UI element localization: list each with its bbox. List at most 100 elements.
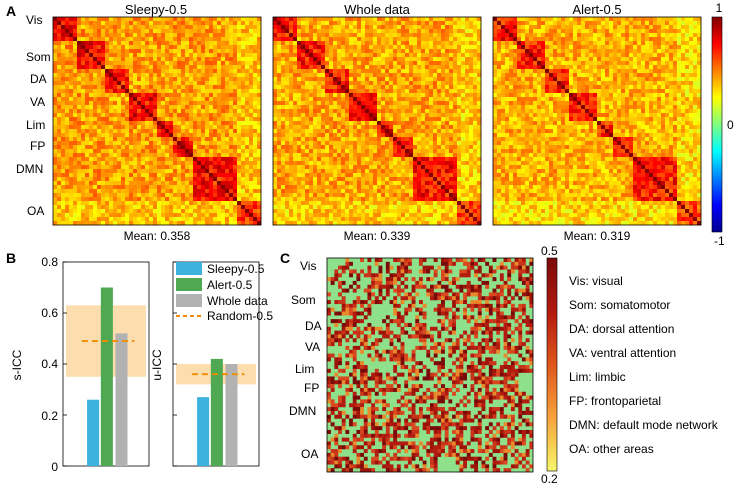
matrix-cell [469,149,474,154]
matrix-cell [173,213,178,218]
matrix-cell [341,69,346,74]
matrix-cell [313,169,318,174]
matrix-cell [249,209,254,214]
matrix-cell [305,145,310,150]
matrix-cell [145,41,150,46]
matrix-cell [153,57,158,62]
matrix-cell [61,173,66,178]
matrix-cell [405,109,410,114]
matrix-cell [297,37,302,42]
matrix-cell [457,81,462,86]
matrix-cell [277,117,282,122]
matrix-cell [237,169,242,174]
matrix-cell [337,93,342,98]
matrix-cell [85,193,90,198]
matrix-cell [309,129,314,134]
matrix-cell [165,77,170,82]
matrix-cell [249,69,254,74]
matrix-cell [77,165,82,170]
matrix-cell [65,181,70,186]
matrix-cell [169,65,174,70]
matrix-cell [373,89,378,94]
matrix-cell [225,69,230,74]
matrix-cell [141,201,146,206]
matrix-cell [209,193,214,198]
matrix-cell [353,81,358,86]
matrix-cell [365,49,370,54]
matrix-cell [341,29,346,34]
matrix-cell [337,109,342,114]
matrix-cell [373,17,378,22]
matrix-cell [329,89,334,94]
matrix-cell [189,33,194,38]
matrix-cell [161,37,166,42]
matrix-cell [81,97,86,102]
matrix-cell [201,121,206,126]
matrix-cell [197,105,202,110]
matrix-cell [161,49,166,54]
matrix-cell [425,25,430,30]
matrix-cell [65,57,70,62]
matrix-cell [157,217,162,222]
matrix-cell [69,65,74,70]
matrix-cell [381,125,386,130]
matrix-cell [429,61,434,66]
matrix-cell [409,69,414,74]
matrix-cell [53,157,58,162]
matrix-cell [437,69,442,74]
matrix-cell [153,161,158,166]
matrix-cell [97,53,102,58]
matrix-cell [201,113,206,118]
matrix-cell [345,69,350,74]
matrix-cell [469,53,474,58]
matrix-cell [241,217,246,222]
matrix-cell [177,217,182,222]
matrix-cell [309,45,314,50]
matrix-cell [173,65,178,70]
matrix-cell [393,85,398,90]
matrix-cell [61,41,66,46]
matrix-cell [233,21,238,26]
matrix-cell [249,85,254,90]
matrix-cell [461,181,466,186]
matrix-cell [149,209,154,214]
matrix-cell [401,113,406,118]
matrix-cell [93,81,98,86]
matrix-cell [189,109,194,114]
matrix-cell [137,221,142,226]
matrix-cell [345,105,350,110]
matrix-cell [281,89,286,94]
matrix-cell [253,57,258,62]
matrix-cell [125,101,130,106]
matrix-cell [205,29,210,34]
matrix-cell [157,205,162,210]
matrix-cell [373,157,378,162]
matrix-cell [185,81,190,86]
matrix-cell [329,41,334,46]
matrix-cell [437,101,442,106]
matrix-cell [393,165,398,170]
matrix-cell [297,149,302,154]
matrix-cell [465,173,470,178]
matrix-cell [321,21,326,26]
matrix-cell [253,193,258,198]
matrix-cell [185,65,190,70]
matrix-cell [173,89,178,94]
matrix-cell [57,21,62,26]
matrix-cell [213,161,218,166]
matrix-cell [217,217,222,222]
matrix-cell [433,93,438,98]
matrix-cell [121,53,126,58]
matrix-cell [257,197,262,202]
matrix-cell [421,17,426,22]
matrix-cell [137,21,142,26]
matrix-cell [301,181,306,186]
matrix-cell [185,189,190,194]
matrix-cell [301,177,306,182]
matrix-cell [473,49,478,54]
matrix-cell [313,29,318,34]
matrix-cell [297,49,302,54]
matrix-cell [197,101,202,106]
matrix-cell [85,109,90,114]
matrix-cell [181,29,186,34]
